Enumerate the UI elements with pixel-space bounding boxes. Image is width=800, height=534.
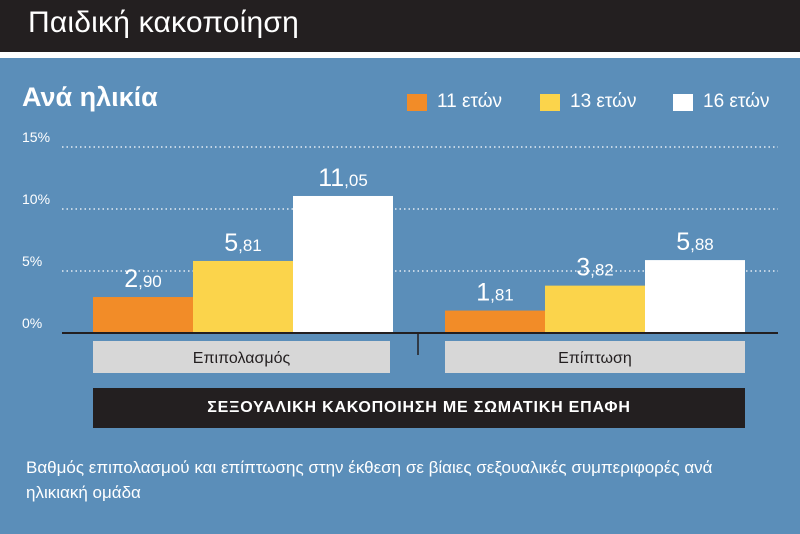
header-bar: Παιδική κακοποίηση: [0, 0, 800, 52]
data-label: 3,82: [576, 254, 614, 282]
bar: [645, 260, 745, 333]
chart-subtitle: Ανά ηλικία: [22, 82, 158, 112]
data-label: 2,90: [124, 265, 162, 293]
data-label: 11,05: [318, 164, 368, 192]
legend-swatch-16: [673, 94, 693, 111]
y-tick-label: 15%: [22, 129, 50, 145]
header-divider: [0, 52, 800, 58]
bar: [545, 285, 645, 333]
data-label: 5,88: [676, 228, 714, 256]
legend-swatch-11: [407, 94, 427, 111]
category-box: [93, 341, 390, 373]
y-tick-label: 10%: [22, 191, 50, 207]
bar: [193, 260, 293, 333]
legend-label-11: 11 ετών: [437, 91, 503, 112]
data-label: 1,81: [476, 279, 514, 307]
x-tick-label: Επιπολασμός: [193, 350, 291, 367]
category-box: [445, 341, 745, 373]
y-tick-label: 0%: [22, 315, 42, 331]
page-title: Παιδική κακοποίηση: [28, 6, 300, 39]
bar: [445, 310, 545, 333]
bar: [93, 297, 193, 333]
data-label: 5,81: [224, 229, 262, 257]
x-tick-label: Επίπτωση: [558, 350, 632, 367]
bar: [293, 195, 393, 333]
section-banner: ΣΕΞΟΥΑΛΙΚΗ ΚΑΚΟΠΟΙΗΣΗ ΜΕ ΣΩΜΑΤΙΚΗ ΕΠΑΦΗ: [93, 388, 745, 428]
chart-caption: Βαθμός επιπολασμού και επίπτωσης στην έκ…: [26, 458, 713, 502]
legend-label-13: 13 ετών: [570, 91, 637, 112]
legend-label-16: 16 ετών: [703, 91, 770, 112]
y-tick-label: 5%: [22, 253, 42, 269]
legend-swatch-13: [540, 94, 560, 111]
